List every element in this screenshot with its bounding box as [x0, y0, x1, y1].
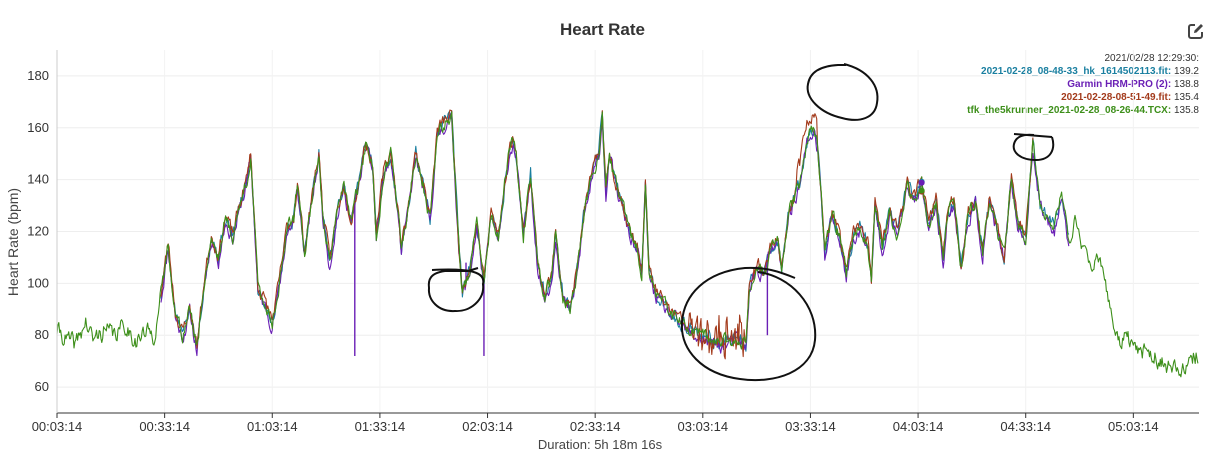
annotation-circle [680, 266, 817, 382]
y-axis-ticks: 60 80 100 120 140 160 180 [27, 68, 49, 394]
x-tick-label: 00:33:14 [139, 419, 190, 434]
chart-title: Heart Rate [559, 20, 646, 39]
y-tick-label: 160 [27, 120, 49, 135]
annotation-circle [806, 63, 879, 121]
x-tick-label: 02:33:14 [570, 419, 621, 434]
annotation-circle [427, 267, 485, 313]
legend-series-value: 135.4 [1173, 92, 1199, 103]
edit-icon[interactable] [1186, 21, 1206, 41]
legend-series-value: 135.8 [1173, 105, 1199, 116]
legend-series-name: tfk_the5krunner_2021-02-28_08-26-44.TCX [967, 105, 1168, 116]
legend-series-name: 2021-02-28_08-48-33_hk_1614502113.fit [981, 66, 1168, 77]
hover-markers [918, 178, 925, 195]
legend-entry: 2021-02-28-08-51-49.fit: 135.4 [1061, 92, 1199, 103]
hover-point [918, 187, 925, 194]
y-axis-title: Heart Rate (bpm) [5, 188, 21, 296]
x-tick-label: 00:03:14 [32, 419, 83, 434]
series-line [160, 109, 1034, 360]
x-tick-label: 03:03:14 [678, 419, 729, 434]
legend-series-value: 139.2 [1173, 66, 1199, 77]
y-tick-label: 180 [27, 68, 49, 83]
x-tick-label: 01:03:14 [247, 419, 298, 434]
legend: 2021/02/28 12:29:30: 2021-02-28_08-48-33… [967, 52, 1199, 117]
hover-point [918, 179, 925, 186]
series-line [56, 111, 1199, 378]
series-lines [56, 109, 1199, 378]
x-tick-label: 01:33:14 [355, 419, 406, 434]
annotation-marks [427, 63, 1055, 382]
x-tick-label: 04:03:14 [893, 419, 944, 434]
legend-series-name: 2021-02-28-08-51-49.fit [1061, 92, 1168, 103]
legend-hover-time: 2021/02/28 12:29:30: [1104, 53, 1199, 64]
legend-entry: tfk_the5krunner_2021-02-28_08-26-44.TCX:… [967, 105, 1199, 116]
x-tick-label: 02:03:14 [462, 419, 513, 434]
x-tick-label: 04:33:14 [1000, 419, 1051, 434]
legend-entry: 2021-02-28_08-48-33_hk_1614502113.fit: 1… [981, 66, 1199, 77]
x-axis-title: Duration: 5h 18m 16s [538, 437, 663, 452]
y-tick-label: 60 [35, 379, 49, 394]
x-axis-ticks: 00:03:14 00:33:14 01:03:14 01:33:14 02:03:14… [32, 413, 1159, 434]
series-line [160, 112, 1070, 357]
legend-entry: Garmin HRM-PRO (2): 138.8 [1067, 79, 1199, 90]
y-tick-label: 120 [27, 224, 49, 239]
legend-series-value: 138.8 [1173, 79, 1199, 90]
x-tick-label: 03:33:14 [785, 419, 836, 434]
annotation-circle [1012, 133, 1055, 162]
y-tick-label: 140 [27, 172, 49, 187]
y-tick-label: 100 [27, 275, 49, 290]
x-tick-label: 05:03:14 [1108, 419, 1159, 434]
y-tick-label: 80 [35, 327, 49, 342]
legend-series-name: Garmin HRM-PRO (2) [1067, 79, 1168, 90]
